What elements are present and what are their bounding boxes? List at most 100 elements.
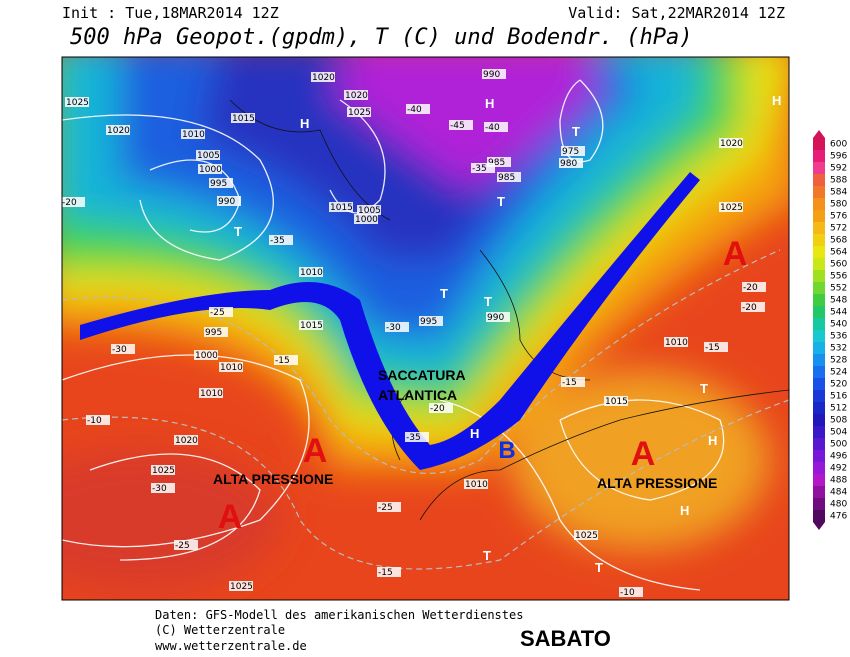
map-annotation: A bbox=[631, 435, 656, 473]
contour-label: 1020 bbox=[312, 73, 335, 83]
colorbar-label: 476 bbox=[830, 512, 847, 522]
contour-label-box bbox=[405, 432, 429, 442]
colorbar-swatch bbox=[813, 342, 825, 354]
contour-label: -35 bbox=[270, 236, 285, 246]
colorbar-label: 560 bbox=[830, 260, 847, 270]
contour-label-box bbox=[354, 214, 378, 224]
contour-label-box bbox=[231, 113, 255, 123]
contour-label-box bbox=[209, 307, 233, 317]
colorbar-swatch bbox=[813, 498, 825, 510]
valid-time: Valid: Sat,22MAR2014 12Z bbox=[568, 4, 785, 22]
contour-label: -20 bbox=[62, 198, 77, 208]
colorbar-label: 532 bbox=[830, 344, 847, 354]
pressure-center: H bbox=[485, 96, 494, 111]
contour-label-box bbox=[196, 150, 220, 160]
contour-label-box bbox=[449, 120, 473, 130]
pressure-center: H bbox=[772, 93, 781, 108]
contour-label-box bbox=[219, 362, 243, 372]
contour-label: -10 bbox=[620, 588, 635, 598]
contour-label-box bbox=[487, 157, 511, 167]
colorbar-swatch bbox=[813, 390, 825, 402]
pressure-center: T bbox=[234, 224, 242, 239]
contour-label-box bbox=[299, 267, 323, 277]
map-annotation: A bbox=[723, 235, 748, 273]
contour-label: -25 bbox=[210, 308, 225, 318]
contour-label: 1000 bbox=[199, 165, 222, 175]
contour-label-box bbox=[484, 122, 508, 132]
contour-label: -20 bbox=[743, 283, 758, 293]
contour-label: -40 bbox=[485, 123, 500, 133]
contour-label: 985 bbox=[498, 173, 515, 183]
colorbar: 600 596 592 588 584 580 576 572 568 564 560 556 552 5… bbox=[813, 130, 847, 530]
colorbar-label: 480 bbox=[830, 500, 847, 510]
contour-label-box bbox=[174, 435, 198, 445]
contour-label-box bbox=[274, 355, 298, 365]
colorbar-swatch bbox=[813, 354, 825, 366]
contour-label-box bbox=[486, 312, 510, 322]
colorbar-label: 564 bbox=[830, 248, 847, 258]
day-label: SABATO bbox=[520, 626, 611, 651]
colorbar-label: 576 bbox=[830, 212, 847, 222]
contour-label: 1025 bbox=[575, 531, 598, 541]
contour-label: 995 bbox=[420, 317, 437, 327]
pressure-center: T bbox=[700, 381, 708, 396]
contour-label: 1010 bbox=[220, 363, 243, 373]
colorbar-swatch bbox=[813, 450, 825, 462]
contour-label-box bbox=[574, 530, 598, 540]
contour-label: 1020 bbox=[720, 139, 743, 149]
colorbar-swatch bbox=[813, 186, 825, 198]
map-annotation: ATLANTICA bbox=[378, 387, 457, 403]
colorbar-swatch bbox=[813, 162, 825, 174]
colorbar-swatch bbox=[813, 438, 825, 450]
map-annotation: A bbox=[303, 432, 328, 470]
contour-label-box bbox=[357, 205, 381, 215]
contour-label-box bbox=[86, 415, 110, 425]
contour-label: -10 bbox=[87, 416, 102, 426]
contour-label: 1005 bbox=[358, 206, 381, 216]
contour-label-box bbox=[464, 479, 488, 489]
contour-label-box bbox=[385, 322, 409, 332]
colorbar-label: 544 bbox=[830, 308, 847, 318]
colorbar-swatch bbox=[813, 294, 825, 306]
contour-label-box bbox=[419, 316, 443, 326]
contour-label: 1010 bbox=[182, 130, 205, 140]
contour-label: 990 bbox=[487, 313, 504, 323]
contour-label: 985 bbox=[488, 158, 505, 168]
contour-label: 1010 bbox=[200, 389, 223, 399]
colorbar-swatch bbox=[813, 510, 825, 522]
colorbar-swatch bbox=[813, 306, 825, 318]
source-text: Daten: GFS-Modell des amerikanischen Wet… bbox=[155, 608, 523, 622]
pressure-center: T bbox=[483, 548, 491, 563]
colorbar-tip bbox=[813, 522, 825, 530]
contour-label: -20 bbox=[742, 303, 757, 313]
contour-label-box bbox=[471, 163, 495, 173]
colorbar-label: 548 bbox=[830, 296, 847, 306]
colorbar-swatch bbox=[813, 198, 825, 210]
contour-label: 1010 bbox=[465, 480, 488, 490]
contour-label-box bbox=[377, 567, 401, 577]
contour-label-box bbox=[62, 197, 85, 207]
colorbar-label: 508 bbox=[830, 416, 847, 426]
init-time: Init : Tue,18MAR2014 12Z bbox=[62, 4, 279, 22]
contour-label: 990 bbox=[218, 197, 235, 207]
colorbar-label: 588 bbox=[830, 176, 847, 186]
contour-label-box bbox=[719, 138, 743, 148]
contour-label-box bbox=[181, 129, 205, 139]
contour-label-box bbox=[329, 202, 353, 212]
colorbar-label: 600 bbox=[830, 140, 847, 150]
colorbar-swatch bbox=[813, 222, 825, 234]
colorbar-label: 540 bbox=[830, 320, 847, 330]
colorbar-label: 572 bbox=[830, 224, 847, 234]
colorbar-swatch bbox=[813, 474, 825, 486]
map-annotation: SACCATURA bbox=[378, 367, 466, 383]
contour-label: 1005 bbox=[197, 151, 220, 161]
contour-label-box bbox=[704, 342, 728, 352]
colorbar-tip bbox=[813, 130, 825, 138]
contour-label: 1020 bbox=[175, 436, 198, 446]
contour-label: -45 bbox=[450, 121, 465, 131]
colorbar-swatch bbox=[813, 258, 825, 270]
colorbar-label: 512 bbox=[830, 404, 847, 414]
pressure-center: T bbox=[497, 194, 505, 209]
contour-label: 1015 bbox=[232, 114, 255, 124]
